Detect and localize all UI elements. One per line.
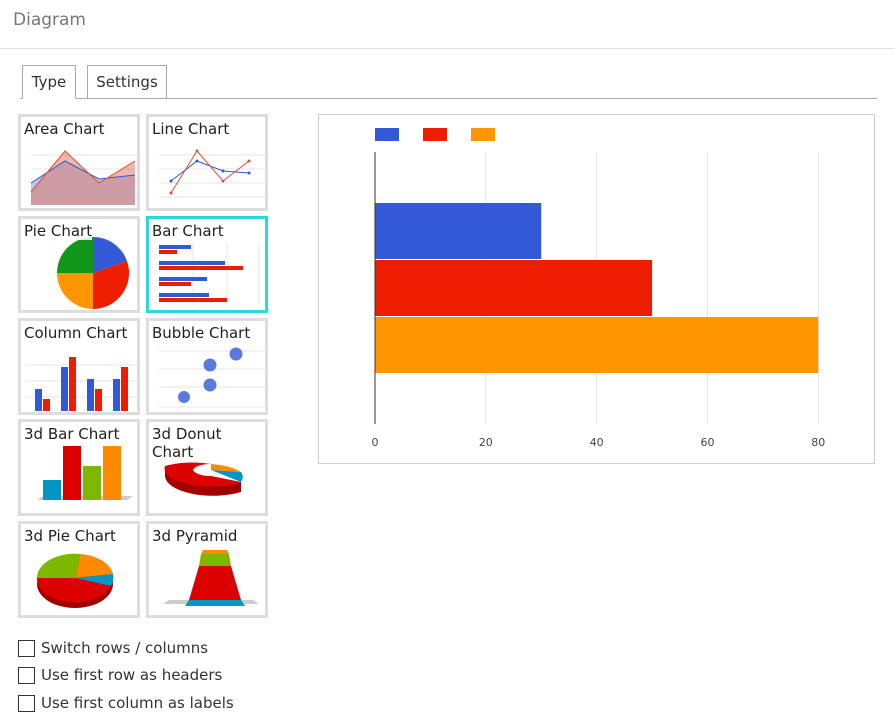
chart-type-3d-pie[interactable]: 3d Pie Chart <box>18 521 140 618</box>
chart-type-label: 3d Pie Chart <box>24 527 135 545</box>
bubble-chart-thumbnail <box>159 347 265 408</box>
chart-type-3d-pyramid[interactable]: 3d Pyramid <box>146 521 268 618</box>
chart-type-label: Column Chart <box>24 324 135 342</box>
chart-type-line[interactable]: Line Chart <box>146 114 268 211</box>
chart-type-label: 3d Pyramid <box>152 527 263 545</box>
3d-donut-chart-thumbnail <box>164 462 243 496</box>
first-column-labels-checkbox[interactable] <box>18 694 35 712</box>
area-chart-thumbnail <box>30 150 137 205</box>
chart-type-label: 3d Bar Chart <box>24 425 135 443</box>
chart-type-pie[interactable]: Pie Chart <box>18 216 140 313</box>
3d-bar-chart-thumbnail <box>37 446 133 500</box>
chart-type-label: Bubble Chart <box>152 324 263 342</box>
bar-chart-preview: 0 20 40 60 80 <box>372 128 825 449</box>
line-chart-thumbnail <box>159 149 265 198</box>
dialog-title: Diagram <box>13 10 86 30</box>
column-chart-thumbnail <box>25 357 137 411</box>
chart-type-label: Bar Chart <box>152 222 263 240</box>
x-tick-label: 60 <box>700 436 714 449</box>
first-column-labels-option[interactable]: Use first column as labels <box>18 693 318 713</box>
option-label: Switch rows / columns <box>41 639 209 657</box>
pie-chart-thumbnail <box>57 236 130 310</box>
option-label: Use first column as labels <box>41 694 234 712</box>
dialog-header: Diagram <box>0 0 895 49</box>
first-row-headers-option[interactable]: Use first row as headers <box>18 665 318 685</box>
chart-type-bubble[interactable]: Bubble Chart <box>146 318 268 415</box>
switch-rows-columns-option[interactable]: Switch rows / columns <box>18 638 318 658</box>
chart-type-3d-bar[interactable]: 3d Bar Chart <box>18 419 140 516</box>
legend-swatch <box>471 128 495 141</box>
chart-type-label: Pie Chart <box>24 222 93 240</box>
bar-chart-thumbnail <box>159 243 260 305</box>
3d-pie-chart-thumbnail <box>36 553 114 608</box>
tab-type[interactable]: Type <box>22 65 76 99</box>
first-row-headers-checkbox[interactable] <box>18 666 35 684</box>
chart-type-label: 3d Donut Chart <box>152 425 263 461</box>
chart-type-label: Line Chart <box>152 120 263 138</box>
legend-swatch <box>423 128 447 141</box>
bar <box>375 203 542 259</box>
chart-type-bar[interactable]: Bar Chart <box>146 216 268 313</box>
legend-swatch <box>375 128 399 141</box>
x-tick-label: 80 <box>811 436 825 449</box>
chart-type-area[interactable]: Area Chart <box>18 114 140 211</box>
3d-pyramid-thumbnail <box>163 550 259 606</box>
chart-type-column[interactable]: Column Chart <box>18 318 140 415</box>
x-tick-label: 0 <box>372 436 379 449</box>
x-tick-label: 20 <box>479 436 493 449</box>
bar <box>375 317 819 373</box>
switch-rows-columns-checkbox[interactable] <box>18 639 35 657</box>
chart-type-3d-donut[interactable]: 3d Donut Chart <box>146 419 268 516</box>
chart-preview: 0 20 40 60 80 <box>318 114 875 464</box>
tab-settings[interactable]: Settings <box>87 65 167 99</box>
option-label: Use first row as headers <box>41 666 223 684</box>
x-tick-label: 40 <box>590 436 604 449</box>
chart-type-label: Area Chart <box>24 120 135 138</box>
tab-bar: Type Settings <box>20 65 877 99</box>
bar <box>375 260 653 316</box>
